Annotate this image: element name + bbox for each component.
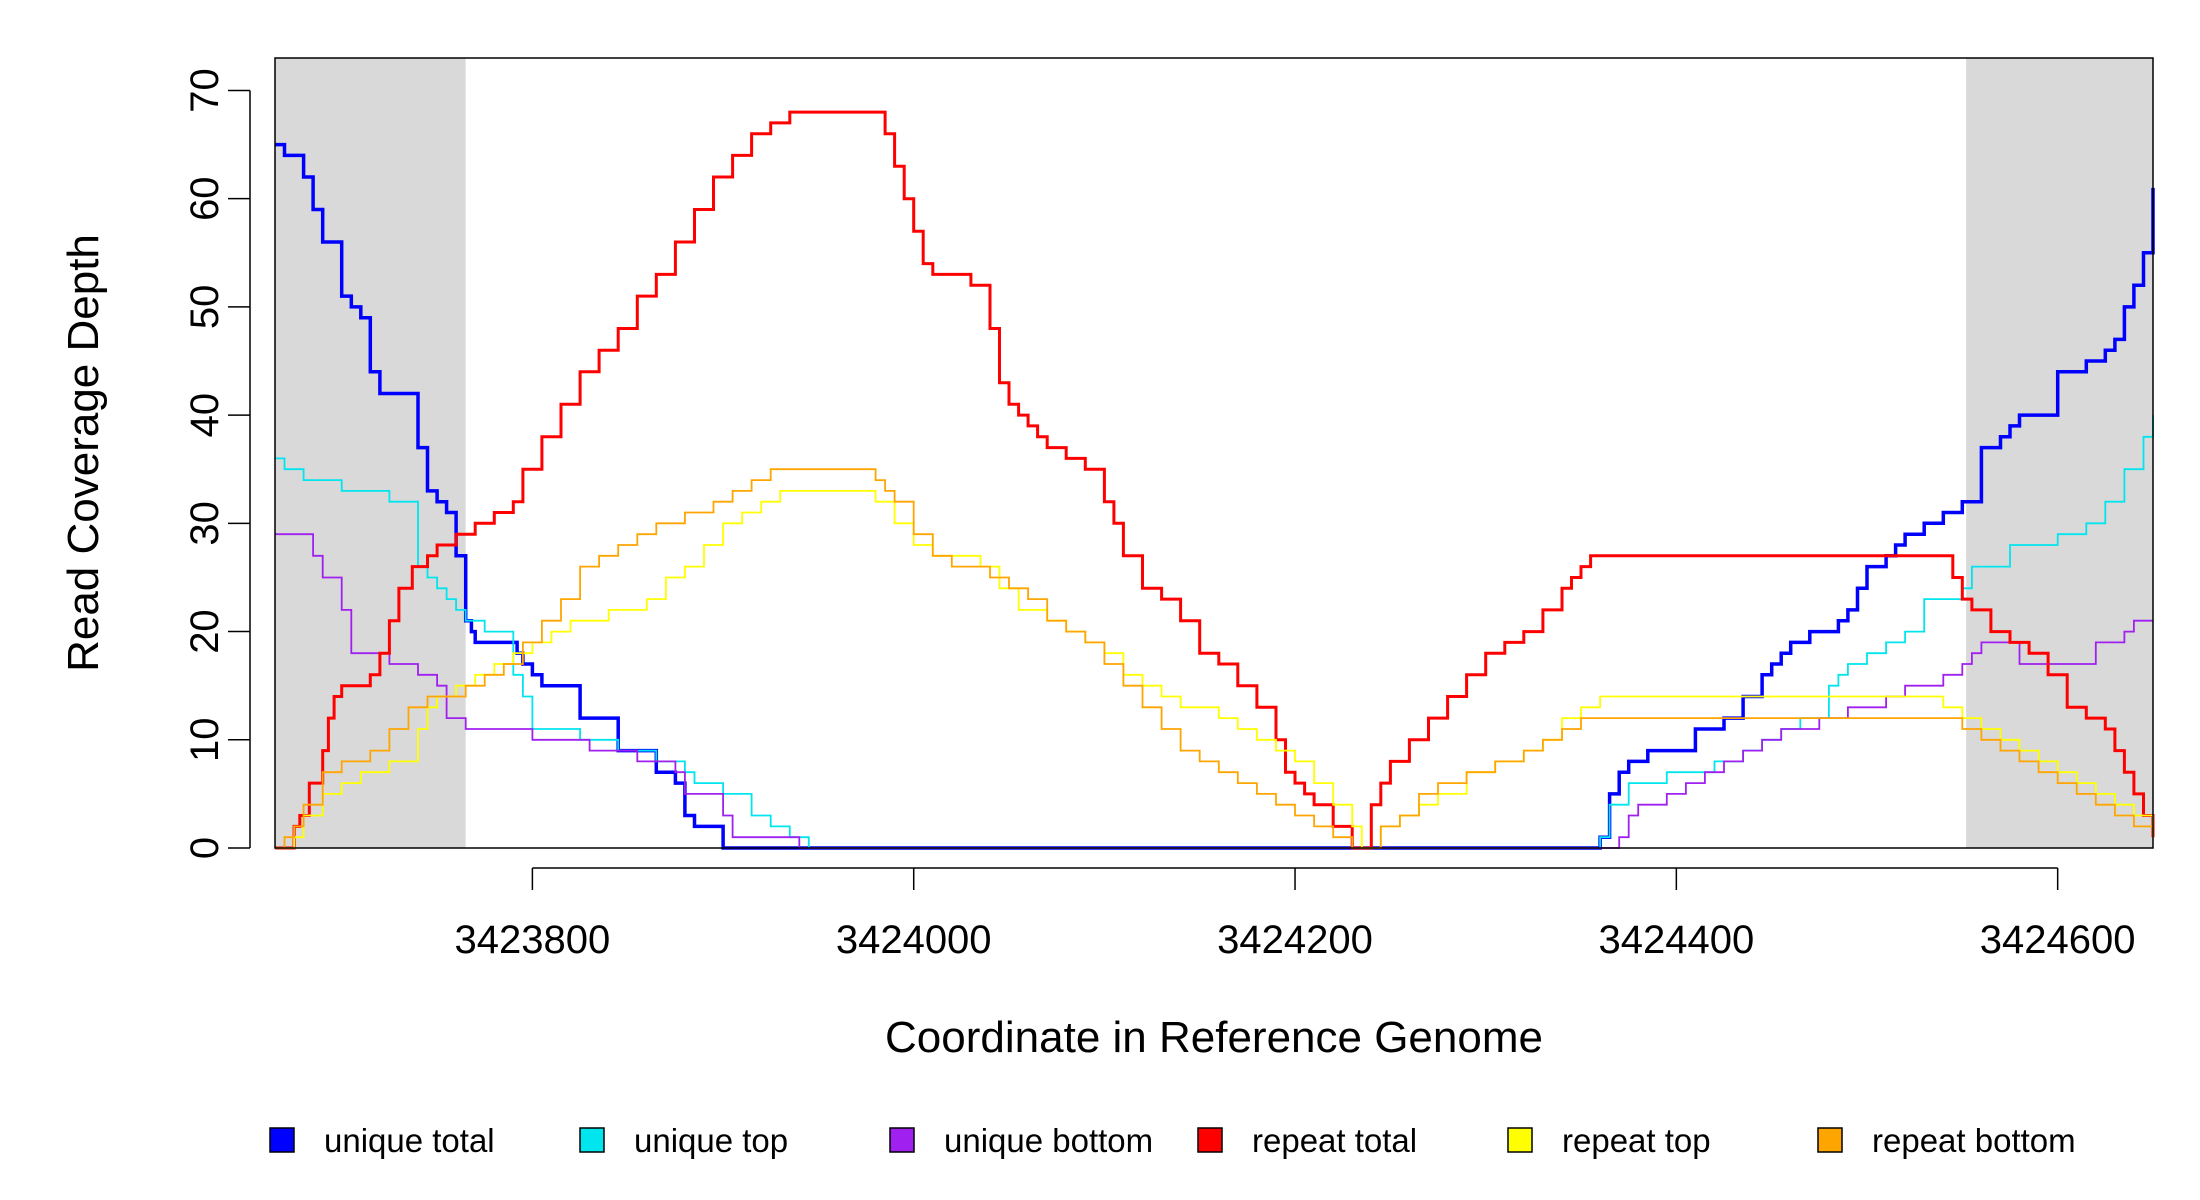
x-tick-label: 3424200 <box>1217 918 1373 962</box>
legend-swatch-repeat-bottom <box>1817 1127 1843 1153</box>
legend-label-unique-top: unique top <box>634 1122 788 1159</box>
y-tick-label: 10 <box>183 718 227 763</box>
plot-frame <box>274 57 2154 849</box>
x-axis: 3423800 3424000 3424200 3424400 3424600 <box>455 867 2136 962</box>
x-axis-title: Coordinate in Reference Genome <box>885 1013 1543 1062</box>
legend-swatch-unique-total <box>269 1127 295 1153</box>
series-line-repeat-total <box>275 110 2155 850</box>
x-tick-label: 3424000 <box>836 918 992 962</box>
legend-label-unique-bottom: unique bottom <box>944 1122 1153 1159</box>
x-tick-label: 3423800 <box>455 918 611 962</box>
y-tick-label: 20 <box>183 609 227 654</box>
legend-label-repeat-top: repeat top <box>1562 1122 1711 1159</box>
legend-swatch-unique-top <box>579 1127 605 1153</box>
y-tick-label: 70 <box>183 68 227 113</box>
legend-label-unique-total: unique total <box>324 1122 495 1159</box>
shaded-region-1 <box>275 58 466 848</box>
shaded-region-2 <box>1966 58 2153 848</box>
legend-swatch-repeat-top <box>1507 1127 1533 1153</box>
y-tick-label: 30 <box>183 501 227 546</box>
y-axis: 0 10 20 30 40 50 60 70 <box>183 68 251 859</box>
legend: unique total unique top unique bottom repea… <box>269 1122 2076 1159</box>
series-line-unique-bottom <box>275 533 2153 849</box>
legend-label-repeat-total: repeat total <box>1252 1122 1417 1159</box>
series-line-unique-total <box>275 142 2155 850</box>
y-axis-title: Read Coverage Depth <box>59 234 108 672</box>
x-tick-label: 3424600 <box>1980 918 2136 962</box>
legend-label-repeat-bottom: repeat bottom <box>1872 1122 2076 1159</box>
y-tick-label: 50 <box>183 285 227 330</box>
x-tick-label: 3424400 <box>1598 918 1754 962</box>
series-line-repeat-bottom <box>275 468 2154 849</box>
y-tick-label: 40 <box>183 393 227 438</box>
legend-swatch-repeat-total <box>1197 1127 1223 1153</box>
legend-swatch-unique-bottom <box>889 1127 915 1153</box>
series-line-repeat-top <box>275 490 2154 849</box>
series-lines <box>275 110 2155 850</box>
shaded-regions <box>275 58 2153 848</box>
y-tick-label: 60 <box>183 176 227 221</box>
y-tick-label: 0 <box>183 837 227 859</box>
